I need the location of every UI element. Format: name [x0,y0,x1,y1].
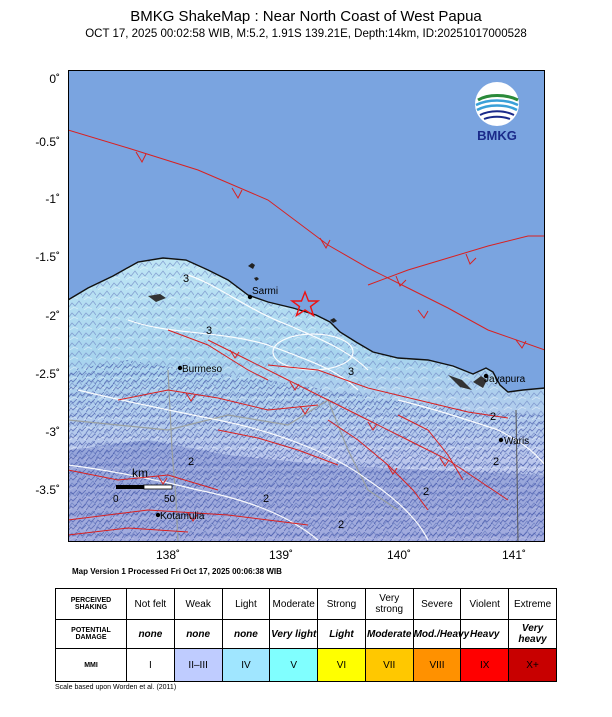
y-tick-label: -1.5˚ [35,250,60,264]
x-tick-label: 141˚ [501,548,527,562]
event-details: OCT 17, 2025 00:02:58 WIB, M:5.2, 1.91S … [85,28,527,40]
mmi-cell: I [126,648,175,682]
city-dot-jayapura [483,373,489,379]
scale-end: 50 [164,494,176,505]
contour-label: 2 [490,411,496,423]
legend-row-header: MMI [55,648,127,682]
scale-unit: km [132,466,148,480]
x-tick-label: 139˚ [268,548,294,562]
mmi-cell: VI [317,648,366,682]
damage-cell: Moderate [364,619,414,649]
place-burmeso: Burmeso [182,364,222,375]
processed-note: Map Version 1 Processed Fri Oct 17, 2025… [72,567,282,576]
damage-cell: none [221,619,271,649]
faults [68,129,545,536]
mmi-cell: VII [364,648,414,682]
mmi-cell: IX [460,648,510,682]
epicenter-star [289,290,321,318]
scale-start: 0 [113,494,119,505]
contour-label: 2 [493,456,499,468]
y-tick-label: -1˚ [45,192,60,206]
shaking-cell: Not felt [126,588,175,620]
damage-cell: Mod./Heavy [412,619,469,649]
mmi-contours [68,274,545,541]
place-waris: Waris [504,436,529,447]
place-sarmi: Sarmi [252,286,278,297]
shaking-cell: Light [221,588,271,620]
city-dot-burmeso [177,365,183,371]
city-dot-kotamulia [155,512,161,518]
scale-bar: km 0 50 [113,466,176,505]
y-tick-label: 0˚ [49,72,60,86]
shaking-cell: Severe [412,588,462,620]
mmi-cell: IV [221,648,271,682]
city-dot-waris [498,437,504,443]
mmi-cell: V [269,648,319,682]
x-tick-label: 140˚ [386,548,412,562]
shaking-cell: Weak [173,588,223,620]
y-tick-label: -2˚ [45,309,60,323]
contour-label: 3 [206,325,212,337]
map-title: BMKG ShakeMap : Near North Coast of West… [130,8,482,25]
bmkg-globe-icon [468,80,526,146]
y-tick-label: -3˚ [45,425,60,439]
legend-row-header: POTENTIAL DAMAGE [55,619,127,649]
x-tick-label: 138˚ [155,548,181,562]
place-kotamulia: Kotamulia [160,511,205,522]
y-tick-label: -0.5˚ [35,135,60,149]
mmi-cell: VIII [412,648,462,682]
shaking-cell: Moderate [269,588,319,620]
contour-label: 3 [348,366,354,378]
contour-label: 3 [183,273,189,285]
y-tick-label: -3.5˚ [35,483,60,497]
y-tick-label: -2.5˚ [35,367,60,381]
mmi-cell: II–III [173,648,223,682]
damage-cell: none [173,619,223,649]
shaking-cell: Extreme [508,588,557,620]
mmi-legend: PERCEIVED SHAKING Not felt Weak Light Mo… [55,588,557,682]
contour-label: 2 [423,486,429,498]
place-jayapura: Jayapura [484,374,526,385]
bmkg-logo-text: BMKG [477,128,517,143]
damage-cell: Heavy [460,619,510,649]
mmi-cell: X+ [508,648,557,682]
contour-label: 2 [263,493,269,505]
damage-cell: Very light [269,619,319,649]
scale-footnote: Scale based upon Worden et al. (2011) [55,684,177,691]
damage-cell: none [126,619,175,649]
contour-label: 2 [188,456,194,468]
damage-cell: Light [317,619,366,649]
shakemap: Sarmi Burmeso Jayapura Waris Kotamulia 3… [68,70,545,542]
shaking-cell: Very strong [364,588,414,620]
legend-row-header: PERCEIVED SHAKING [55,588,127,620]
city-dot-sarmi [247,294,253,300]
shaking-cell: Violent [460,588,510,620]
shaking-cell: Strong [317,588,366,620]
contour-label: 2 [338,519,344,531]
damage-cell: Very heavy [508,619,557,649]
